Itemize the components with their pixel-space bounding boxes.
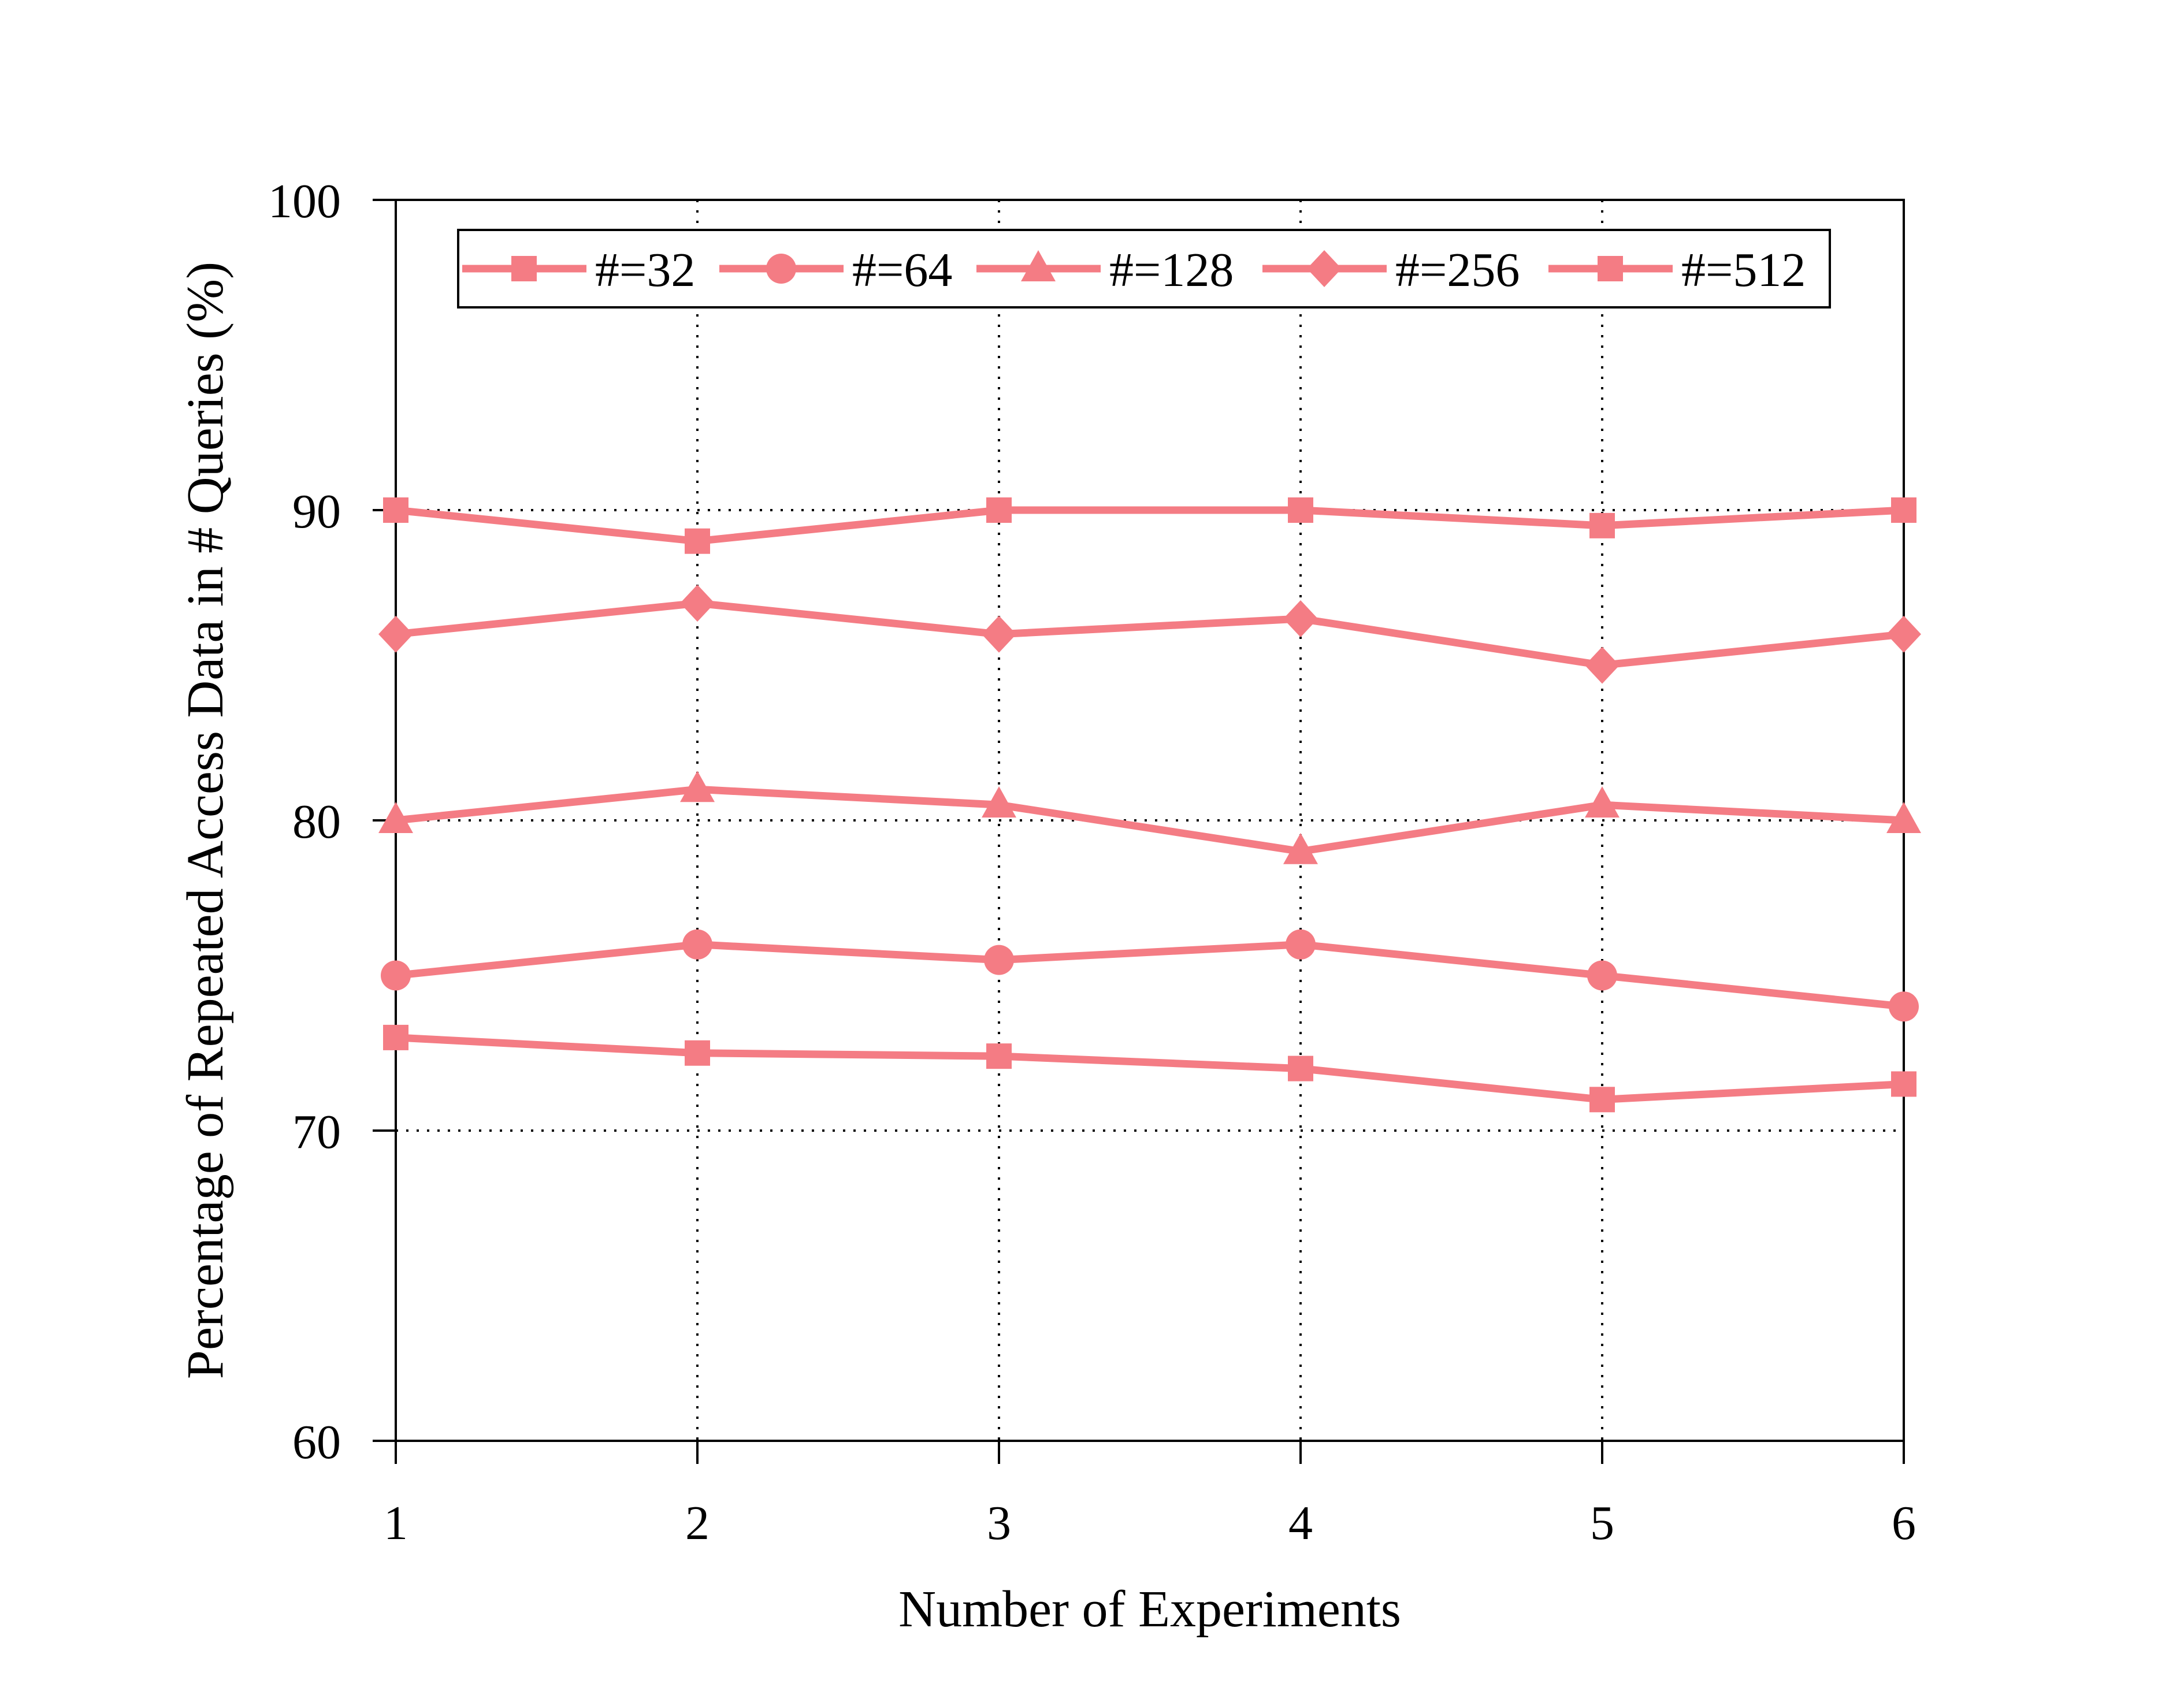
data-point [1587, 960, 1617, 991]
data-point [682, 929, 712, 960]
data-point [1589, 1087, 1615, 1113]
data-point [1288, 1055, 1313, 1081]
data-point [1283, 600, 1318, 637]
legend-marker [1598, 256, 1623, 281]
legend-label: #=64 [852, 243, 952, 297]
data-point [1891, 497, 1916, 523]
legend-label: #=128 [1109, 243, 1234, 297]
data-point [1886, 615, 1921, 653]
series-line [395, 941, 1904, 1010]
legend-entry: #=64 [719, 243, 952, 297]
x-tick-label: 2 [685, 1496, 710, 1550]
y-tick-label: 90 [292, 485, 341, 538]
series-line [395, 506, 1904, 545]
series-128 [378, 771, 1921, 864]
data-point [1589, 512, 1615, 538]
x-tick-label: 6 [1892, 1496, 1916, 1550]
legend: #=32 #=64 #=128 #=256 #=512 [457, 229, 1831, 309]
data-point [982, 786, 1016, 818]
legend-label: #=32 [595, 243, 695, 297]
y-tick-label: 70 [292, 1105, 341, 1159]
data-point [381, 960, 411, 991]
axis-ticks: 1 2 3 4 5 6 60 70 80 90 100 [268, 174, 1916, 1550]
y-tick-label: 100 [268, 174, 341, 228]
data-point [378, 802, 413, 833]
y-tick-label: 60 [292, 1415, 341, 1469]
x-tick-label: 5 [1590, 1496, 1614, 1550]
series-256 [378, 585, 1921, 684]
data-point [986, 497, 1012, 523]
series-line [395, 1034, 1904, 1103]
series-line [395, 785, 1904, 856]
data-point [685, 528, 710, 554]
series-32 [383, 1024, 1916, 1113]
data-point [685, 1040, 710, 1066]
data-point [1585, 646, 1620, 684]
data-point [1889, 991, 1919, 1022]
data-point [986, 1043, 1012, 1069]
legend-entry: #=32 [462, 243, 695, 297]
y-tick-label: 80 [292, 795, 341, 849]
legend-label: #=256 [1395, 243, 1520, 297]
legend-entry: #=128 [976, 243, 1234, 297]
data-point [1283, 832, 1318, 864]
data-point [1288, 497, 1313, 523]
series-64 [381, 929, 1919, 1022]
data-point [1886, 802, 1921, 833]
data-point [1585, 786, 1620, 818]
data-point [1286, 929, 1316, 960]
data-point [1891, 1071, 1916, 1097]
x-axis-title: Number of Experiments [898, 1581, 1401, 1638]
legend-marker [511, 256, 537, 281]
x-tick-label: 3 [987, 1496, 1011, 1550]
legend-label: #=512 [1681, 243, 1806, 297]
series-layer [378, 497, 1921, 1113]
data-point [383, 1024, 408, 1050]
x-tick-label: 1 [384, 1496, 408, 1550]
gridlines [396, 200, 1904, 1441]
x-tick-label: 4 [1288, 1496, 1313, 1550]
series-512 [383, 497, 1916, 554]
legend-marker [1307, 250, 1342, 287]
y-axis-title: Percentage of Repeated Access Data in # … [177, 262, 234, 1379]
legend-entry: #=512 [1548, 243, 1806, 297]
data-point [383, 497, 408, 523]
legend-entry: #=256 [1262, 243, 1520, 297]
data-point [982, 615, 1016, 653]
data-point [680, 771, 715, 802]
legend-marker [766, 254, 796, 284]
series-line [395, 599, 1904, 669]
data-point [378, 615, 413, 653]
data-point [984, 945, 1014, 975]
data-point [680, 585, 715, 622]
legend-marker [1021, 250, 1056, 281]
